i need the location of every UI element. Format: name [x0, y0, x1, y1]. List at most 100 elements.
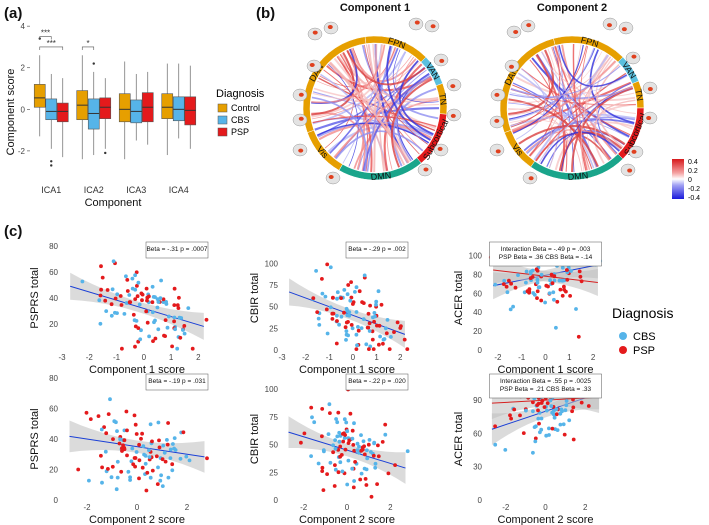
- c-ytick-label: 0: [478, 496, 483, 505]
- c-point: [136, 326, 141, 330]
- c-xlabel: Component 1 score: [89, 364, 185, 376]
- c-point: [345, 429, 350, 434]
- c-point: [344, 329, 349, 333]
- c-point: [113, 310, 117, 315]
- c-point: [172, 436, 177, 440]
- c-ylabel: ACER total: [453, 412, 465, 466]
- c-point: [117, 441, 122, 446]
- c-point: [99, 264, 103, 269]
- c-point: [325, 472, 329, 476]
- c-point: [564, 289, 568, 294]
- c-point: [349, 295, 354, 300]
- c-point: [338, 460, 343, 465]
- c-point: [333, 467, 338, 472]
- c-point: [97, 298, 102, 303]
- c-point: [342, 288, 347, 292]
- c-point: [104, 309, 109, 313]
- c-xtick-label: 0: [351, 353, 356, 362]
- colorbar-gradient: [672, 159, 684, 199]
- c-point: [139, 436, 143, 441]
- c-point: [335, 319, 339, 323]
- c-point: [172, 319, 177, 324]
- c-point: [321, 488, 326, 492]
- c-point: [554, 407, 559, 411]
- c-point: [87, 478, 91, 483]
- c-point: [155, 305, 160, 310]
- b-chord-link: [594, 99, 636, 161]
- c-xtick-label: 1: [374, 353, 379, 362]
- b-chord-link: [515, 68, 546, 140]
- c-point: [120, 446, 124, 451]
- c-point: [133, 422, 138, 427]
- c-point: [513, 285, 518, 290]
- c-point: [350, 428, 355, 433]
- c-point: [122, 438, 127, 443]
- c-point: [548, 278, 552, 283]
- c-point: [154, 454, 159, 459]
- b-chord-link: [540, 131, 620, 165]
- b-chord-link: [528, 46, 561, 157]
- c-ytick-label: 60: [49, 405, 58, 414]
- c-point: [347, 313, 352, 318]
- c-point: [140, 298, 144, 303]
- c-point: [505, 290, 510, 295]
- c-point: [351, 485, 356, 490]
- c-point: [349, 323, 354, 327]
- c-point: [353, 460, 357, 464]
- c-point: [547, 426, 551, 431]
- c-ytick-label: 25: [269, 468, 278, 477]
- c-point: [558, 287, 563, 292]
- c-point: [121, 443, 125, 448]
- c-point: [524, 408, 528, 413]
- b-chord-link: [508, 49, 555, 116]
- c-point: [148, 475, 153, 480]
- b-chord-link: [533, 54, 610, 161]
- c-xlabel: Component 1 score: [498, 364, 594, 376]
- c-point: [156, 327, 161, 332]
- c-point: [331, 450, 335, 455]
- c-point: [357, 444, 361, 449]
- brain-activation-spot: [528, 176, 534, 181]
- c-point: [178, 335, 183, 340]
- colorbar-tick-0: 0.4: [688, 159, 698, 166]
- c-xtick-label: 0: [345, 503, 350, 512]
- c-ytick-label: 60: [49, 268, 58, 277]
- c-point: [98, 293, 103, 298]
- c-point: [147, 448, 151, 453]
- a-legend-title: Diagnosis: [216, 88, 265, 100]
- panel-label-a: (a): [4, 5, 22, 22]
- c-legend-title: Diagnosis: [612, 305, 673, 321]
- c-point: [150, 300, 155, 305]
- scatter-c22: -2 0 2 0 25 50 75 100 Component 2 score CBIR tota…: [249, 373, 410, 525]
- colorbar-tick-2: 0: [688, 177, 692, 184]
- c-point: [372, 441, 376, 446]
- c-point: [148, 422, 153, 427]
- b-chord-link: [329, 47, 399, 154]
- b-chord-link: [311, 96, 368, 172]
- c-point: [550, 426, 555, 431]
- c-xtick-label: -1: [518, 353, 526, 362]
- c-point: [302, 431, 307, 436]
- c-point: [124, 274, 128, 279]
- c-point: [384, 331, 389, 336]
- c-point: [554, 412, 559, 417]
- b-chord-link: [553, 46, 636, 114]
- c-point: [109, 302, 114, 307]
- c-point: [579, 279, 584, 284]
- c-point: [560, 293, 565, 298]
- c-point: [181, 430, 186, 435]
- c-point: [115, 459, 120, 464]
- c-point: [144, 488, 149, 493]
- c-point: [134, 319, 139, 323]
- c-point: [178, 456, 183, 461]
- c-point: [374, 299, 379, 304]
- c-point: [181, 328, 185, 332]
- c-point: [357, 289, 362, 294]
- b-chord-link: [518, 125, 626, 145]
- c-point: [168, 456, 173, 460]
- c-annotation-box: [145, 373, 209, 391]
- c-point: [330, 317, 335, 321]
- c-point: [369, 494, 374, 499]
- brain-activation-spot: [309, 62, 315, 67]
- brain-activation-spot: [414, 20, 420, 25]
